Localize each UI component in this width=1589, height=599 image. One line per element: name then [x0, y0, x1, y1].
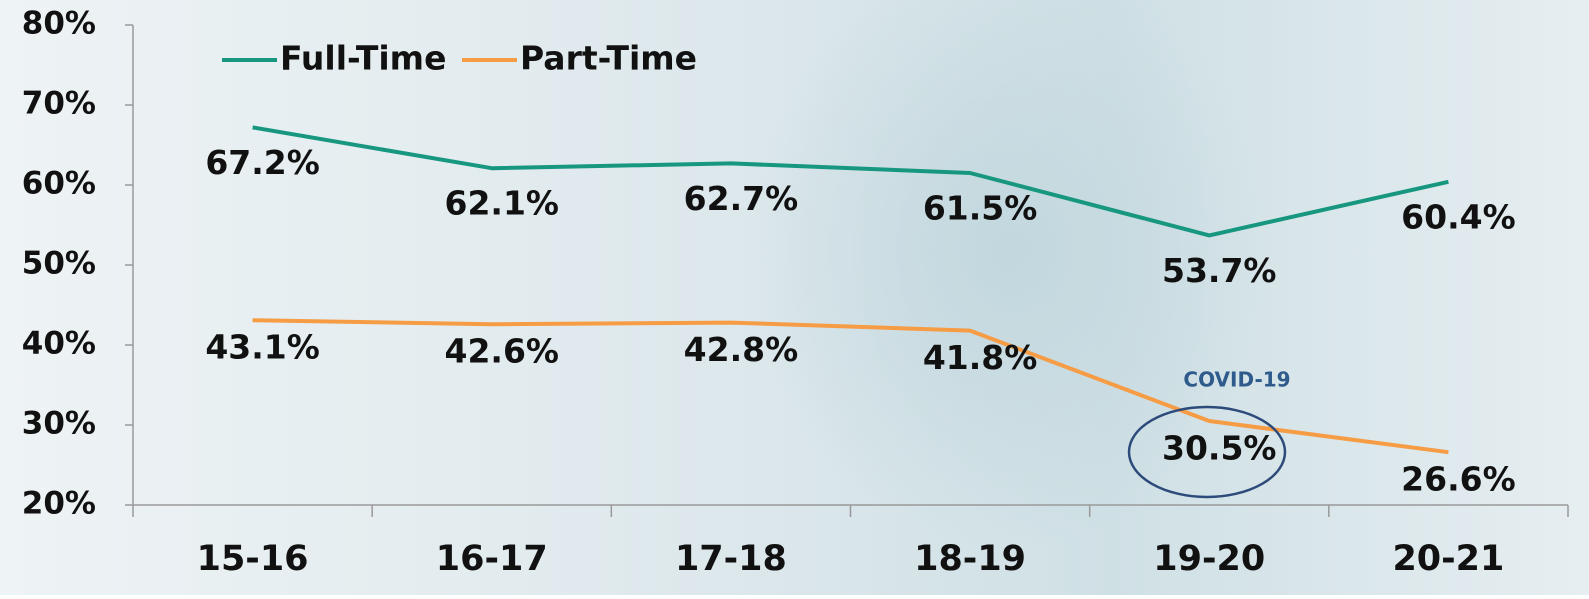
data-label: 62.7% — [684, 179, 799, 218]
data-label: 41.8% — [923, 338, 1038, 377]
y-tick-label: 30% — [22, 406, 96, 442]
background-photo — [750, 0, 1270, 550]
data-label: 43.1% — [205, 328, 320, 367]
data-label: 61.5% — [923, 189, 1038, 228]
data-label: 26.6% — [1401, 460, 1516, 499]
data-label: 67.2% — [205, 143, 320, 182]
y-tick-label: 80% — [22, 6, 96, 42]
y-tick-label: 50% — [22, 246, 96, 282]
x-tick-label: 15-16 — [197, 539, 309, 579]
y-tick-label: 70% — [22, 86, 96, 122]
legend-label: Part-Time — [520, 39, 697, 78]
annotation: COVID-19 — [1183, 368, 1290, 392]
y-tick-label: 60% — [22, 166, 96, 202]
x-tick-label: 17-18 — [675, 539, 787, 579]
legend-label: Full-Time — [280, 39, 446, 78]
x-tick-label: 16-17 — [436, 539, 548, 579]
x-tick-label: 18-19 — [914, 539, 1026, 579]
y-tick-label: 20% — [22, 486, 96, 522]
data-label: 42.6% — [445, 332, 560, 371]
data-label: 42.8% — [684, 330, 799, 369]
data-label: 53.7% — [1162, 251, 1277, 290]
annotation-circle — [1127, 405, 1287, 499]
series-line — [252, 125, 1449, 238]
y-tick-label: 40% — [22, 326, 96, 362]
data-label: 60.4% — [1401, 197, 1516, 236]
data-label: 62.1% — [445, 184, 560, 223]
series-line — [252, 318, 1449, 455]
x-tick-label: 20-21 — [1392, 539, 1504, 579]
x-tick-label: 19-20 — [1153, 539, 1265, 579]
data-label: 30.5% — [1162, 429, 1277, 468]
